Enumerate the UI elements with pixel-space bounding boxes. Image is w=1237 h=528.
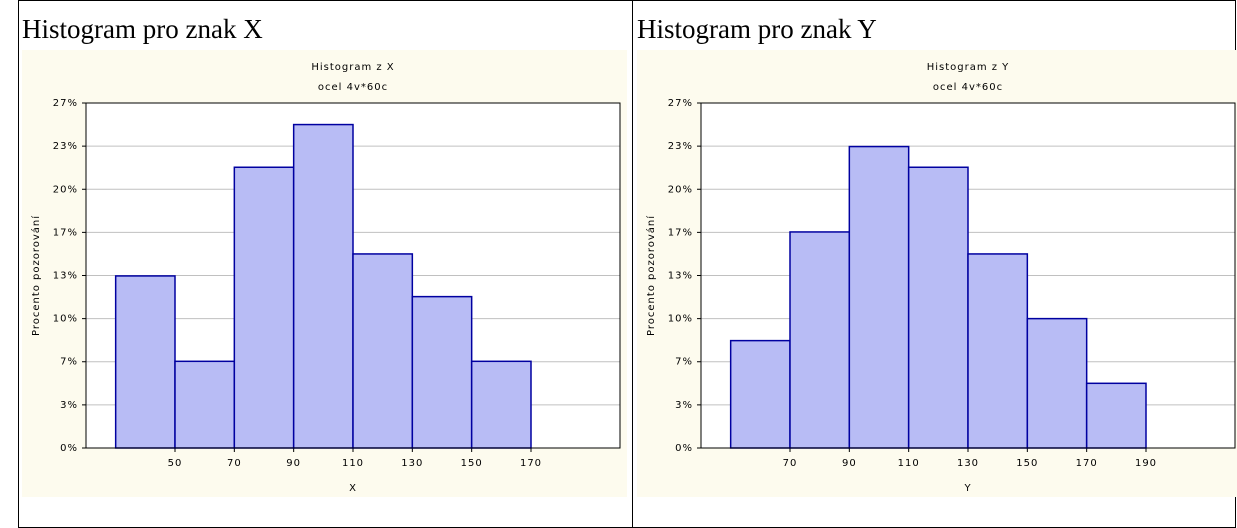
- x-tick-label: 170: [520, 458, 542, 469]
- y-tick-label: 17%: [668, 227, 693, 238]
- x-tick-label: 150: [461, 458, 483, 469]
- bar: [470, 360, 532, 449]
- y-tick-label: 10%: [53, 314, 78, 325]
- plot-frame: [700, 102, 1236, 449]
- bar: [411, 295, 473, 449]
- chart-panel: Histogram z Y ocel 4v*60c 0% 3% 7% 10% 13% 17% 2…: [637, 50, 1237, 497]
- y-tick-label: 20%: [668, 184, 693, 195]
- cell-header: Histogram pro znak Y: [637, 14, 877, 44]
- chart-panel: Histogram z X ocel 4v*60c 0% 3% 7% 10% 13% 17% 2…: [22, 50, 627, 497]
- bar: [292, 123, 354, 449]
- y-tick-label: 0%: [675, 443, 693, 454]
- bar: [233, 166, 295, 449]
- bar: [114, 275, 176, 449]
- y-tick-label: 10%: [668, 314, 693, 325]
- bar: [907, 166, 969, 449]
- y-tick-label: 17%: [53, 227, 78, 238]
- x-tick-label: 170: [1076, 458, 1098, 469]
- y-tick-label: 23%: [668, 141, 693, 152]
- bar: [1085, 382, 1147, 449]
- chart-subtitle: ocel 4v*60c: [933, 82, 1003, 93]
- y-tick-label: 13%: [668, 271, 693, 282]
- x-tick-label: 90: [842, 458, 857, 469]
- y-tick-label: 7%: [675, 357, 693, 368]
- x-tick-label: 50: [168, 458, 183, 469]
- bar: [1026, 317, 1088, 449]
- chart-title: Histogram z X: [311, 62, 394, 73]
- y-tick-label: 13%: [53, 271, 78, 282]
- y-tick-label: 27%: [668, 98, 693, 109]
- y-tick-label: 20%: [53, 184, 78, 195]
- x-axis-label: Y: [963, 483, 971, 494]
- x-tick-label: 130: [957, 458, 979, 469]
- x-tick-label: 110: [898, 458, 920, 469]
- y-tick-label: 0%: [60, 443, 78, 454]
- cell-header: Histogram pro znak X: [22, 14, 263, 44]
- y-tick-label: 27%: [53, 98, 78, 109]
- x-tick-label: 70: [783, 458, 798, 469]
- y-tick-label: 23%: [53, 141, 78, 152]
- x-tick-label: 110: [342, 458, 364, 469]
- y-tick-label: 3%: [675, 400, 693, 411]
- chart-subtitle: ocel 4v*60c: [318, 82, 388, 93]
- y-axis-label: Procento pozorování: [30, 215, 42, 336]
- bar: [789, 231, 851, 449]
- y-tick-label: 3%: [60, 400, 78, 411]
- plot-frame: [85, 102, 621, 449]
- bar: [848, 145, 910, 449]
- y-axis-label: Procento pozorování: [645, 215, 657, 336]
- x-tick-label: 150: [1016, 458, 1038, 469]
- chart-title: Histogram z Y: [927, 62, 1010, 73]
- bar: [174, 360, 236, 449]
- x-tick-label: 90: [286, 458, 301, 469]
- bar: [967, 253, 1029, 449]
- x-axis-label: X: [349, 483, 357, 494]
- x-tick-label: 70: [227, 458, 242, 469]
- x-tick-label: 190: [1135, 458, 1157, 469]
- x-tick-label: 130: [401, 458, 423, 469]
- bar: [352, 253, 414, 449]
- bar: [729, 339, 791, 449]
- y-tick-label: 7%: [60, 357, 78, 368]
